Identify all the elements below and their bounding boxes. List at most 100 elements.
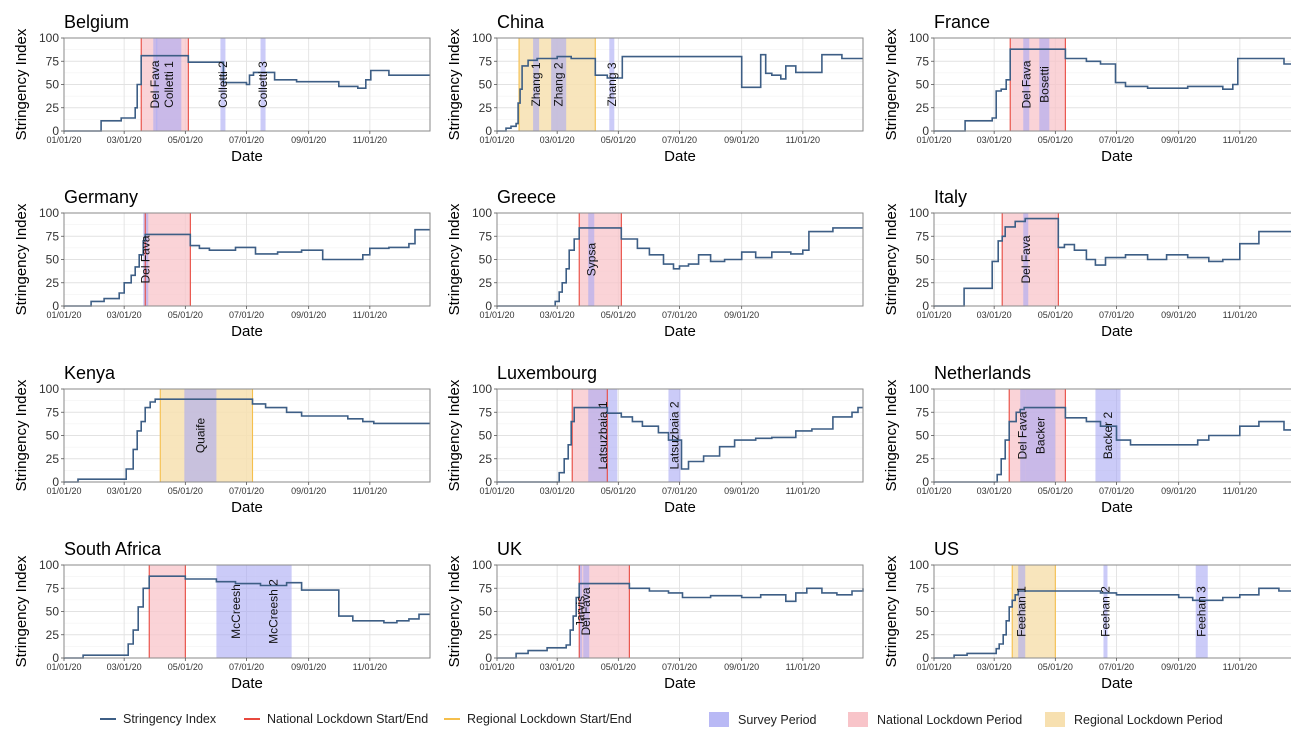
y-tick-label: 25 [916,276,930,290]
x-tick-label: 07/01/20 [229,486,264,496]
y-axis-label: Stringency Index [446,379,463,491]
survey-label: Feehan 1 [1015,586,1029,637]
panel-netherlands: Del Fava Backer Backer 2 0 25 50 75 100 01/01/20… [883,363,1291,516]
y-tick-label: 75 [46,405,60,419]
x-tick-label: 11/01/20 [353,662,387,672]
y-tick-label: 50 [479,253,493,267]
survey-label: McCreesh [229,584,243,639]
legend-item: Regional Lockdown Period [1045,712,1223,727]
survey-label: Del Fava [139,235,153,283]
panel-south-africa: McCreesh McCreesh 2 0 25 50 75 100 01/01/20 03/0… [13,539,431,692]
panel-belgium: Del Fava Colletti 1 Colletti 2 Colletti 3 0 2… [13,12,431,165]
legend-label: Regional Lockdown Period [1074,712,1223,727]
legend-label: Stringency Index [123,712,217,726]
x-tick-label: 01/01/20 [916,135,951,145]
y-tick-label: 100 [472,558,492,572]
y-tick-label: 50 [916,605,930,619]
legend: Stringency Index National Lockdown Start/… [0,708,1291,732]
legend-key [244,718,260,720]
y-axis-label: Stringency Index [13,555,30,667]
stringency-line [934,217,1291,307]
panel-title: US [934,539,959,559]
x-tick-label: 09/01/20 [291,310,326,320]
y-tick-label: 100 [39,206,59,220]
y-tick-label: 0 [922,299,929,313]
panel-title: Netherlands [934,363,1031,383]
stringency-line [64,398,430,483]
x-tick-label: 01/01/20 [479,135,514,145]
x-tick-label: 01/01/20 [46,135,81,145]
y-tick-label: 50 [916,78,930,92]
x-tick-label: 09/01/20 [724,486,759,496]
y-tick-label: 75 [916,581,930,595]
x-axis-label: Date [1101,148,1133,165]
y-tick-label: 25 [916,452,930,466]
y-tick-label: 75 [916,405,930,419]
survey-period [1039,38,1050,131]
survey-period [1103,565,1108,658]
x-tick-label: 03/01/20 [107,135,142,145]
y-tick-label: 0 [485,124,492,138]
x-tick-label: 01/01/20 [916,310,951,320]
y-tick-label: 100 [909,558,929,572]
x-tick-label: 07/01/20 [1099,662,1134,672]
x-tick-label: 07/01/20 [229,662,264,672]
stringency-line [64,54,430,132]
x-axis-label: Date [664,675,696,692]
survey-period [533,38,540,131]
x-axis-label: Date [664,499,696,516]
x-axis-label: Date [664,323,696,340]
panel-title: Kenya [64,363,116,383]
y-tick-label: 0 [52,475,59,489]
legend-key [709,712,729,727]
x-tick-label: 01/01/20 [46,310,81,320]
y-tick-label: 25 [916,101,930,115]
y-tick-label: 50 [916,429,930,443]
survey-label: Quaife [193,417,207,453]
y-tick-label: 100 [39,558,59,572]
y-tick-label: 75 [46,54,60,68]
x-tick-label: 07/01/20 [1099,310,1134,320]
survey-label: Del Fava [148,60,162,108]
x-tick-label: 09/01/20 [1161,662,1196,672]
panel-luxembourg: Latsuzbaia 1 Latsuzbaia 2 0 25 50 75 100 01/01/… [446,363,864,516]
x-tick-label: 11/01/20 [1223,310,1257,320]
x-tick-label: 11/01/20 [353,486,387,496]
y-tick-label: 100 [472,206,492,220]
x-tick-label: 05/01/20 [601,310,636,320]
x-tick-label: 07/01/20 [229,310,264,320]
legend-label: National Lockdown Period [877,712,1023,727]
y-axis-label: Stringency Index [446,555,463,667]
national-lockdown-period [145,213,191,306]
y-tick-label: 25 [479,628,493,642]
x-tick-label: 11/01/20 [786,135,820,145]
y-axis-label: Stringency Index [13,28,30,140]
x-tick-label: 07/01/20 [1099,135,1134,145]
survey-label: Del Fava [1019,235,1033,283]
survey-period [1023,38,1030,131]
y-axis-label: Stringency Index [883,379,900,491]
survey-period [1025,389,1056,482]
y-tick-label: 50 [46,429,60,443]
y-tick-label: 0 [922,124,929,138]
legend-key [848,712,868,727]
survey-period [260,38,266,131]
x-axis-label: Date [231,499,263,516]
x-tick-label: 05/01/20 [1038,662,1073,672]
x-tick-label: 05/01/20 [168,310,203,320]
x-tick-label: 05/01/20 [1038,486,1073,496]
national-lockdown-period [149,565,186,658]
survey-label: Backer 2 [1101,411,1115,459]
x-tick-label: 09/01/20 [724,662,759,672]
y-tick-label: 75 [479,229,493,243]
survey-label: Zhang 1 [529,62,543,106]
y-tick-label: 0 [485,299,492,313]
panel-china: Zhang 1 Zhang 2 Zhang 3 0 25 50 75 100 01/01/20 0… [446,12,864,165]
survey-label: Colletti 1 [162,61,176,108]
panel-title: Germany [64,187,138,207]
x-tick-label: 07/01/20 [229,135,264,145]
survey-period [220,38,226,131]
stringency-line [497,406,863,483]
national-lockdown-period [1010,38,1066,131]
